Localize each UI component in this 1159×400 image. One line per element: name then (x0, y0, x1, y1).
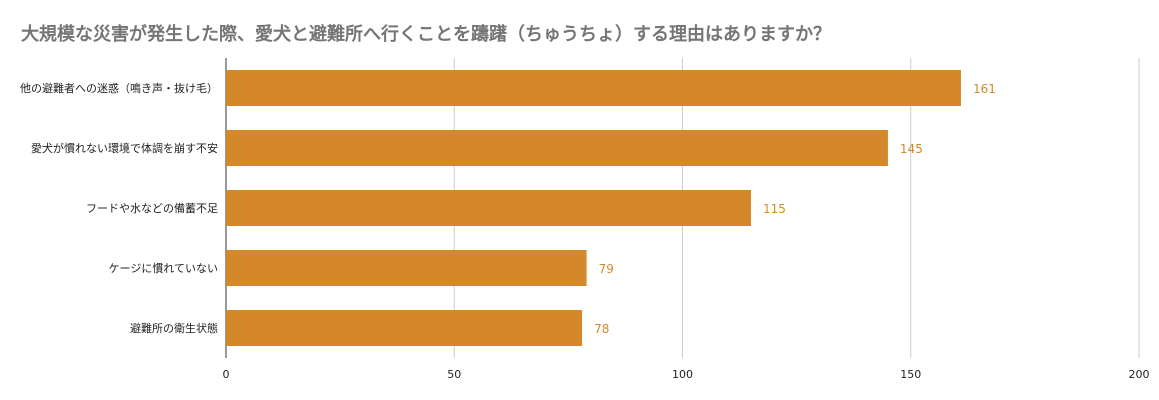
x-axis-ticks: 0 50 100 150 200 (223, 368, 1150, 381)
bar (226, 70, 961, 106)
x-tick-label: 50 (447, 368, 461, 381)
category-label: 他の避難者への迷惑（鳴き声・抜け毛） (20, 81, 218, 95)
data-label: 115 (763, 202, 786, 216)
x-tick-label: 150 (900, 368, 921, 381)
category-label: ケージに慣れていない (109, 261, 218, 275)
category-label: フードや水などの備蓄不足 (86, 202, 218, 215)
chart-title: 大規模な災害が発生した際、愛犬と避難所へ行くことを躊躇（ちゅうちょ）する理由はあ… (21, 24, 831, 45)
data-label: 79 (599, 262, 614, 276)
bar (226, 190, 751, 226)
data-label: 78 (594, 322, 609, 336)
bar (226, 130, 888, 166)
category-labels: 他の避難者への迷惑（鳴き声・抜け毛） 愛犬が慣れない環境で体調を崩す不安フードや水… (20, 81, 218, 335)
category-label: 愛犬が慣れない環境で体調を崩す不安 (31, 141, 218, 155)
bar (226, 250, 587, 286)
value-labels: 161 145 115 79 78 (594, 82, 996, 336)
x-tick-label: 200 (1129, 368, 1150, 381)
x-tick-label: 0 (223, 368, 230, 381)
category-label: 避難所の衛生状態 (130, 321, 218, 335)
data-label: 145 (900, 142, 923, 156)
bars (226, 70, 961, 346)
data-label: 161 (973, 82, 996, 96)
x-tick-label: 100 (672, 368, 693, 381)
bar (226, 310, 583, 346)
